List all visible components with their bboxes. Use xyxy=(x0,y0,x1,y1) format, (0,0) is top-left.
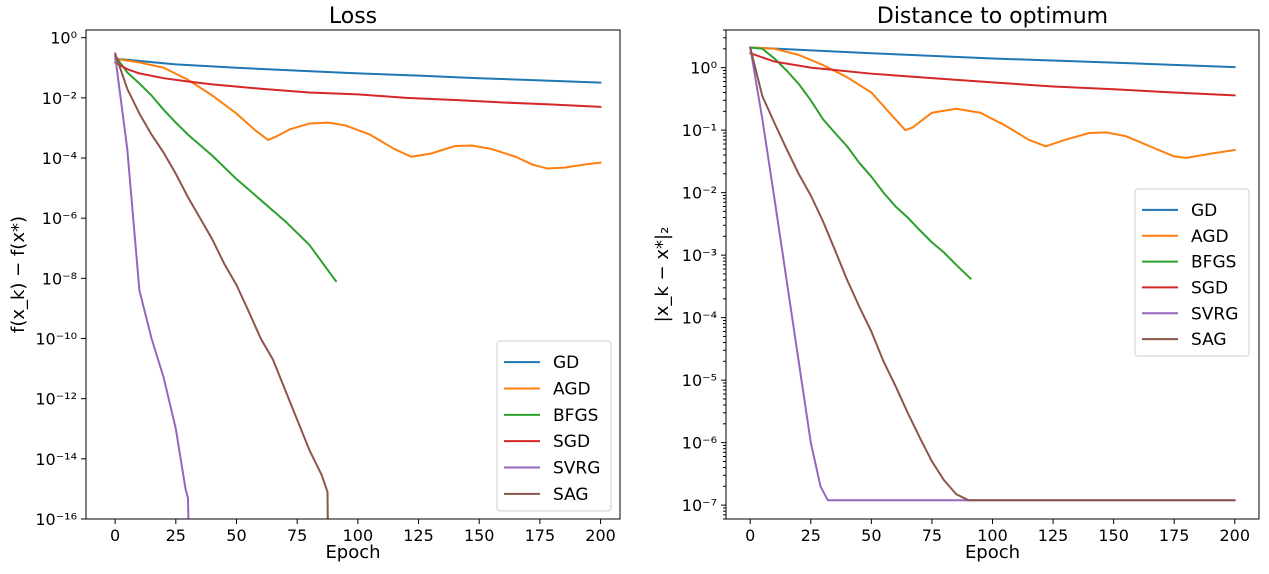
x-tick-label: 100 xyxy=(977,526,1008,545)
x-tick-label: 125 xyxy=(1038,526,1069,545)
legend-label-sag: SAG xyxy=(1191,330,1227,350)
series-line-gd xyxy=(114,57,602,84)
x-tick-label: 50 xyxy=(226,526,246,545)
series-line-gd xyxy=(749,46,1236,69)
y-tick-label: 10⁻⁴ xyxy=(42,149,77,168)
y-tick-label: 10⁻⁴ xyxy=(682,309,717,328)
y-tick-label: 10⁻⁶ xyxy=(682,434,717,453)
series-line-bfgs xyxy=(114,54,338,283)
x-tick-label: 0 xyxy=(745,526,755,545)
series-line-sgd xyxy=(114,61,602,108)
legend-label-agd: AGD xyxy=(553,380,591,400)
chart-title: Distance to optimum xyxy=(877,4,1108,29)
y-tick-label: 10⁻¹⁴ xyxy=(35,450,77,469)
series-group xyxy=(114,52,602,519)
y-tick-label: 10⁻¹⁰ xyxy=(35,330,77,349)
x-tick-label: 50 xyxy=(861,526,881,545)
legend-label-sgd: SGD xyxy=(553,432,590,452)
y-tick-label: 10⁻⁷ xyxy=(682,496,717,515)
legend-label-gd: GD xyxy=(553,353,579,373)
legend-label-sgd: SGD xyxy=(1191,278,1228,298)
legend: GD AGD BFGS SGD SVRG SAG xyxy=(1134,188,1250,357)
y-tick-label: 10⁻¹² xyxy=(35,390,77,409)
x-tick-label: 0 xyxy=(110,526,120,545)
y-tick-label: 10⁰ xyxy=(50,29,77,48)
x-tick-label: 175 xyxy=(1159,526,1190,545)
series-line-svrg xyxy=(749,46,1236,502)
x-tick-label: 100 xyxy=(343,526,374,545)
series-line-sag xyxy=(749,46,1236,502)
chart-title: Loss xyxy=(329,4,377,29)
y-tick-label: 10⁻³ xyxy=(682,246,717,265)
x-tick-label: 125 xyxy=(403,526,434,545)
y-axis-label: f(x_k) − f(x*) xyxy=(8,216,29,333)
x-axis-label: Epoch xyxy=(325,542,380,563)
x-tick-label: 150 xyxy=(1098,526,1129,545)
y-tick-label: 10⁰ xyxy=(690,59,717,78)
series-line-sgd xyxy=(749,52,1236,97)
x-axis-label: Epoch xyxy=(965,542,1020,563)
x-tick-label: 175 xyxy=(525,526,556,545)
y-tick-label: 10⁻² xyxy=(682,184,717,203)
series-line-agd xyxy=(749,46,1236,159)
x-tick-label: 25 xyxy=(166,526,186,545)
distance-panel: Distance to optimum 0 25 50 75 100 125 150 175 20… xyxy=(652,4,1260,563)
y-tick-label: 10⁻¹⁶ xyxy=(35,510,77,529)
legend-label-bfgs: BFGS xyxy=(553,406,598,426)
x-tick-label: 75 xyxy=(287,526,307,545)
legend-label-sag: SAG xyxy=(553,485,589,505)
series-line-agd xyxy=(114,57,602,170)
legend-label-svrg: SVRG xyxy=(553,459,600,479)
y-tick-label: 10⁻¹ xyxy=(682,121,717,140)
plot-frame xyxy=(85,29,621,520)
loss-panel: Loss 0 25 50 75 100 125 150 175 200 10⁻¹⁶ 10⁻¹⁴ 10⁻¹… xyxy=(8,4,621,563)
legend-label-agd: AGD xyxy=(1191,227,1229,247)
y-tick-label: 10⁻⁵ xyxy=(682,371,717,390)
legend: GD AGD BFGS SGD SVRG SAG xyxy=(496,340,612,512)
series-line-svrg xyxy=(114,54,190,519)
y-tick-label: 10⁻⁸ xyxy=(42,269,77,288)
x-tick-label: 200 xyxy=(1219,526,1250,545)
series-group xyxy=(749,46,1236,502)
series-line-sag xyxy=(114,52,329,519)
y-tick-label: 10⁻² xyxy=(42,89,77,108)
legend-label-bfgs: BFGS xyxy=(1191,253,1236,273)
y-tick-label: 10⁻⁶ xyxy=(42,209,77,228)
y-axis-label: |x_k − x*|₂ xyxy=(652,227,673,323)
legend-label-svrg: SVRG xyxy=(1191,304,1238,324)
series-line-bfgs xyxy=(749,46,972,280)
x-tick-label: 75 xyxy=(922,526,942,545)
legend-label-gd: GD xyxy=(1191,201,1217,221)
x-tick-label: 25 xyxy=(801,526,821,545)
x-tick-label: 200 xyxy=(585,526,616,545)
x-tick-label: 150 xyxy=(464,526,495,545)
